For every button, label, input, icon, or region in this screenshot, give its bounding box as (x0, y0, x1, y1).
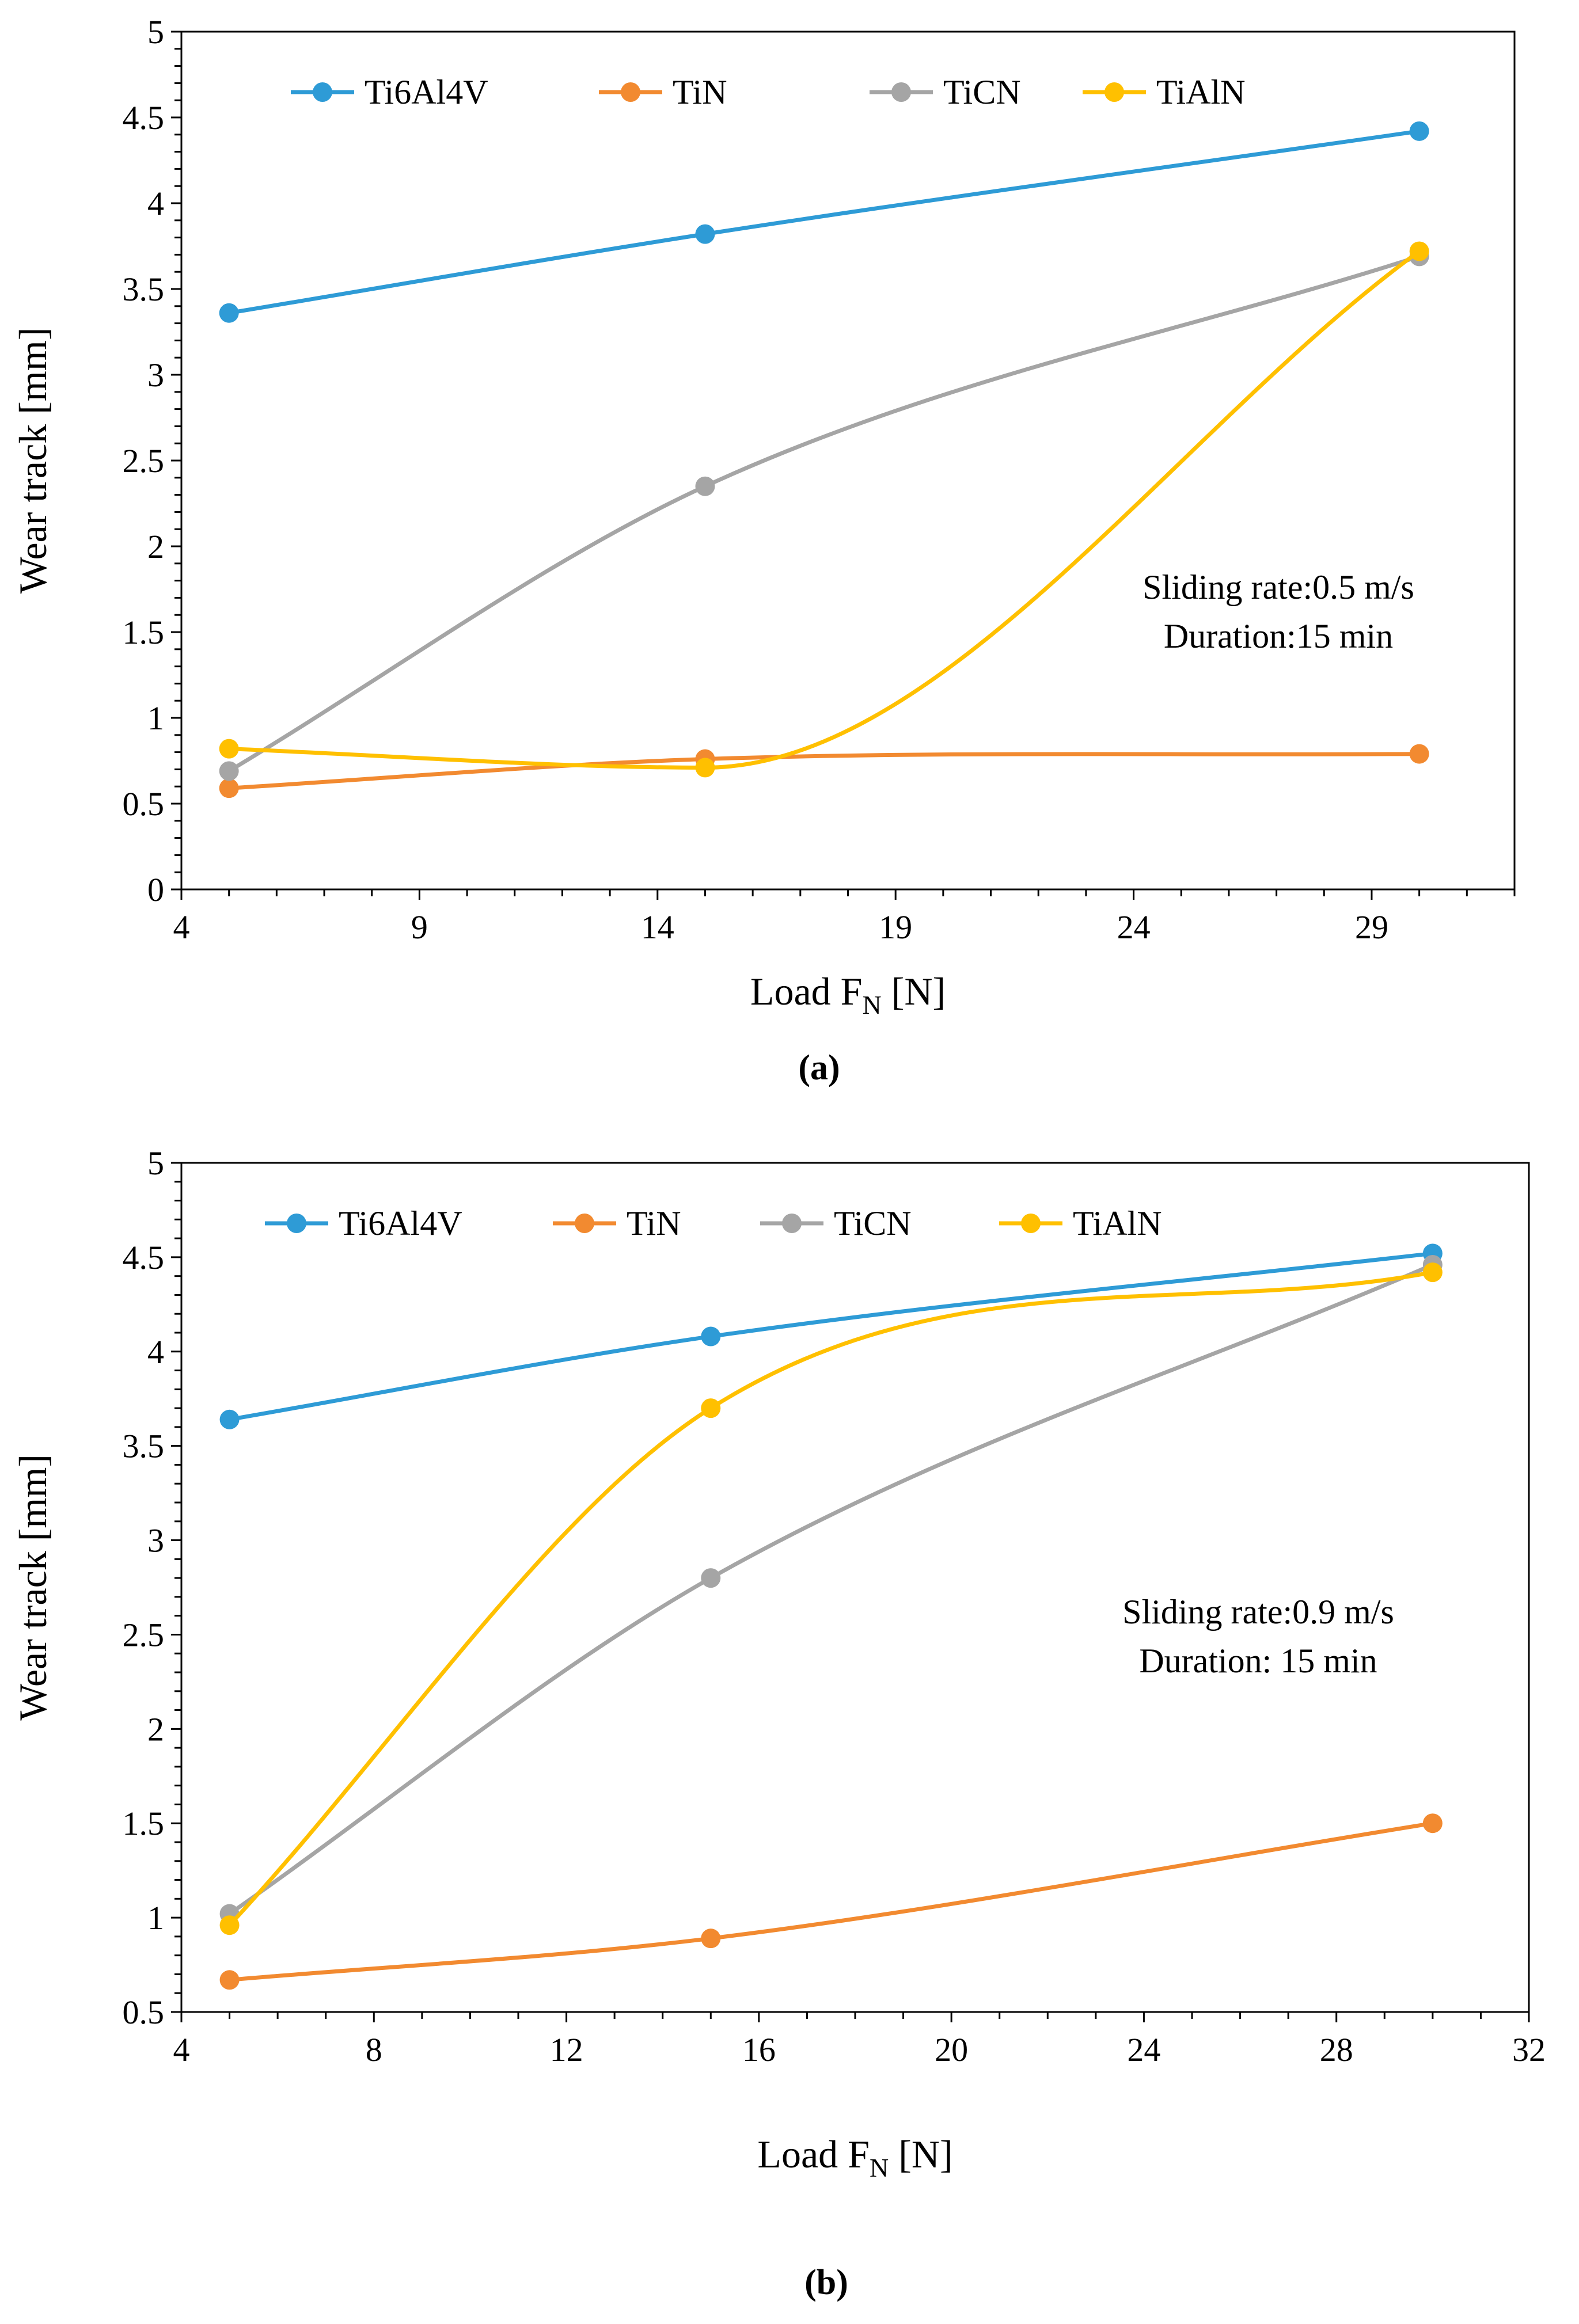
legend-marker-ti6al4v (313, 82, 332, 102)
legend-marker-ticn (782, 1214, 802, 1233)
legend-label-tialn: TiAlN (1156, 73, 1246, 111)
annotation-line: Sliding rate:0.5 m/s (1143, 568, 1414, 606)
data-point-ti6al4v (219, 1409, 240, 1429)
x-axis-title-main: Load F (750, 969, 863, 1013)
data-point-tialn (695, 758, 715, 778)
y-tick-label: 4.5 (123, 1239, 165, 1276)
data-point-tin (701, 1929, 721, 1949)
series-line-ticn (227, 1262, 1435, 1916)
legend-marker-tialn (1021, 1214, 1041, 1233)
chart-a: 4 9 14 19 24 29 0 0.5 1 1.5 2 2.5 3 3.5 4 4.5 5 Wear trac… (11, 13, 1516, 1087)
x-tick-label: 8 (366, 2031, 382, 2068)
x-axis-title-subscript: N (862, 990, 881, 1020)
chart-b: 4 8 12 16 20 24 28 32 0.5 1 1.5 2 2.5 3 3.5 4 4.5 5 Wear t… (11, 1144, 1546, 2302)
legend-label-ticn: TiCN (834, 1204, 912, 1242)
legend-marker-tin (575, 1214, 594, 1233)
data-point-tialn (219, 739, 239, 759)
y-tick-label: 1 (147, 1899, 164, 1937)
data-point-ti6al4v (695, 224, 715, 244)
data-point-ti6al4v (1409, 121, 1429, 141)
y-tick-label: 4 (147, 1333, 164, 1371)
y-tick-label: 0 (147, 871, 164, 908)
x-tick-label: 32 (1512, 2031, 1546, 2068)
legend-label-ti6al4v: Ti6Al4V (339, 1204, 462, 1242)
x-tick-label: 16 (742, 2031, 776, 2068)
y-tick-label: 3 (147, 356, 164, 394)
y-tick-label: 2 (147, 1710, 164, 1748)
data-point-ti6al4v (701, 1326, 721, 1347)
series-line-tin (227, 1821, 1435, 1982)
data-point-tin (1409, 744, 1429, 764)
chart-caption: (b) (804, 2263, 848, 2302)
y-tick-label: 3.5 (123, 271, 165, 308)
x-tick-label: 28 (1320, 2031, 1353, 2068)
plot-area (180, 31, 1516, 891)
plot-area (180, 1162, 1530, 2013)
data-point-tin (1422, 1813, 1443, 1834)
x-tick-label: 24 (1127, 2031, 1160, 2068)
x-tick-label: 4 (173, 908, 190, 946)
legend-marker-tialn (1104, 82, 1124, 102)
y-tick-label: 1.5 (123, 614, 165, 651)
data-point-ticn (701, 1568, 721, 1588)
x-tick-label: 9 (411, 908, 428, 946)
y-tick-label: 0.5 (123, 1994, 165, 2031)
x-axis-title: Load FN [N] (757, 2132, 952, 2182)
x-axis-title-unit: [N] (889, 2132, 952, 2176)
y-tick-label: 0.5 (123, 785, 165, 823)
x-axis-title: Load FN [N] (750, 969, 946, 1020)
data-point-ticn (695, 476, 715, 496)
y-axis-title: Wear track [mm] (11, 1454, 55, 1721)
data-point-ti6al4v (219, 303, 239, 323)
legend-label-ti6al4v: Ti6Al4V (365, 73, 488, 111)
y-tick-label: 5 (147, 1144, 164, 1182)
x-tick-label: 29 (1355, 908, 1388, 946)
data-point-tin (219, 1970, 240, 1990)
legend-marker-ticn (891, 82, 911, 102)
x-tick-label: 19 (879, 908, 912, 946)
x-axis-title-subscript: N (870, 2153, 889, 2182)
legend-label-ticn: TiCN (943, 73, 1021, 111)
y-tick-label: 4.5 (123, 99, 165, 136)
legend-label-tin: TiN (627, 1204, 681, 1242)
annotation-line: Sliding rate:0.9 m/s (1122, 1593, 1394, 1631)
x-axis-title-unit: [N] (882, 969, 946, 1013)
data-point-tialn (1409, 241, 1429, 261)
series-line-ti6al4v (227, 1251, 1435, 1422)
y-tick-label: 2.5 (123, 442, 165, 480)
data-point-tialn (701, 1398, 721, 1418)
y-tick-label: 1 (147, 699, 164, 737)
data-point-tialn (1422, 1262, 1443, 1283)
y-tick-label: 3.5 (123, 1428, 165, 1465)
series-line-ti6al4v (227, 129, 1422, 315)
x-tick-label: 24 (1117, 908, 1151, 946)
y-tick-label: 3 (147, 1522, 164, 1560)
y-tick-label: 4 (147, 185, 164, 222)
x-tick-label: 14 (641, 908, 674, 946)
annotation-line: Duration:15 min (1164, 617, 1393, 655)
x-tick-label: 4 (173, 2031, 190, 2068)
data-point-tin (219, 778, 239, 798)
x-axis-title-main: Load F (757, 2132, 870, 2176)
series-line-tialn (227, 249, 1422, 770)
chart-caption: (a) (798, 1048, 840, 1087)
annotation-line: Duration: 15 min (1139, 1642, 1377, 1680)
series-line-ticn (227, 254, 1422, 773)
data-point-ticn (219, 761, 239, 781)
x-tick-label: 20 (935, 2031, 968, 2068)
y-axis-title: Wear track [mm] (11, 328, 55, 594)
y-tick-label: 1.5 (123, 1805, 165, 1842)
series-line-tin (227, 752, 1422, 790)
y-tick-label: 5 (147, 13, 164, 51)
data-point-tialn (219, 1915, 240, 1935)
y-tick-label: 2 (147, 528, 164, 565)
y-tick-label: 2.5 (123, 1616, 165, 1653)
x-tick-label: 12 (550, 2031, 583, 2068)
legend-marker-ti6al4v (287, 1214, 306, 1233)
legend-label-tialn: TiAlN (1073, 1204, 1162, 1242)
legend-label-tin: TiN (673, 73, 727, 111)
legend-marker-tin (621, 82, 640, 102)
